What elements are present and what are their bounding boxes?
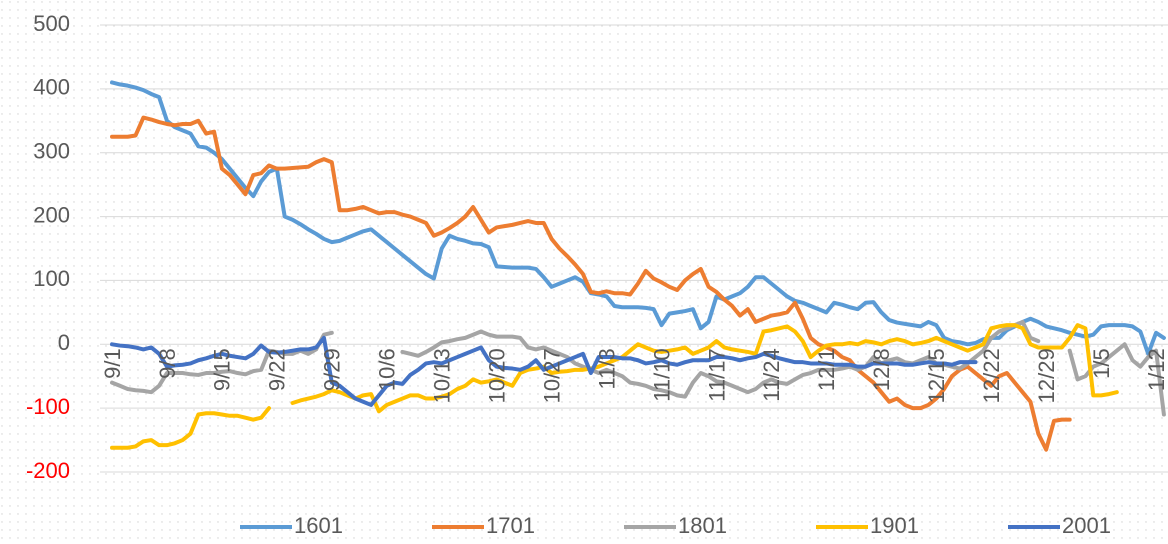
legend-label: 1801 bbox=[678, 513, 727, 538]
x-tick-label: 12/1 bbox=[814, 348, 839, 391]
x-tick-label: 9/29 bbox=[320, 348, 345, 391]
legend-label: 2001 bbox=[1062, 513, 1111, 538]
series-line bbox=[110, 115, 1072, 452]
y-tick-label: 300 bbox=[33, 139, 70, 164]
y-tick-label: -200 bbox=[26, 458, 70, 483]
legend-label: 1901 bbox=[870, 513, 919, 538]
series-line bbox=[110, 80, 1166, 356]
series-line bbox=[110, 335, 978, 407]
y-tick-label: 100 bbox=[33, 266, 70, 291]
legend-label: 1701 bbox=[486, 513, 535, 538]
x-tick-label: 9/22 bbox=[265, 348, 290, 391]
y-tick-label: 400 bbox=[33, 75, 70, 100]
x-tick-label: 10/13 bbox=[430, 348, 455, 403]
x-tick-label: 12/8 bbox=[869, 348, 894, 391]
legend-label: 1601 bbox=[294, 513, 343, 538]
x-tick-label: 12/29 bbox=[1034, 348, 1059, 403]
y-tick-label: 200 bbox=[33, 202, 70, 227]
x-tick-label: 1/12 bbox=[1144, 348, 1168, 391]
x-tick-label: 11/24 bbox=[759, 348, 784, 401]
x-tick-label: 9/8 bbox=[155, 348, 180, 379]
x-tick-label: 12/15 bbox=[924, 348, 949, 403]
x-tick-label: 10/27 bbox=[539, 348, 564, 403]
x-tick-label: 10/20 bbox=[484, 348, 509, 403]
series-line bbox=[110, 319, 1166, 417]
x-tick-label: 12/22 bbox=[979, 348, 1004, 403]
y-tick-label: -100 bbox=[26, 394, 70, 419]
x-tick-label: 11/17 bbox=[704, 348, 729, 401]
x-tick-label: 9/1 bbox=[100, 348, 125, 379]
y-tick-label: 0 bbox=[58, 330, 70, 355]
x-tick-label: 1/5 bbox=[1089, 348, 1114, 379]
plot-area bbox=[110, 80, 1166, 452]
series-line bbox=[110, 323, 1119, 450]
x-tick-label: 11/10 bbox=[649, 348, 674, 401]
y-tick-label: 500 bbox=[33, 11, 70, 36]
x-tick-label: 9/15 bbox=[210, 348, 235, 391]
x-tick-label: 11/3 bbox=[594, 348, 619, 389]
x-tick-label: 10/6 bbox=[375, 348, 400, 391]
